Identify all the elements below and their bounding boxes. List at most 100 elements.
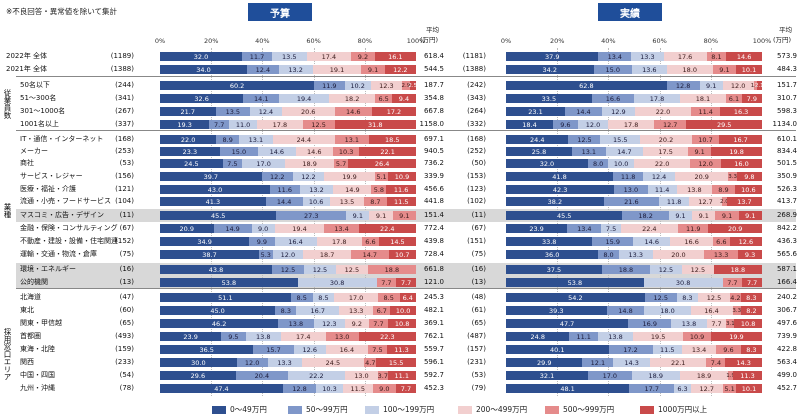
row-avg: 499.0 — [776, 371, 797, 379]
axis-tick-label: 40% — [601, 37, 616, 45]
bar-segment: 20.0 — [652, 250, 705, 259]
bar-segment: 10.7 — [388, 250, 416, 259]
row-n-label: (48) — [471, 293, 486, 301]
axis-tick-label: 20% — [203, 37, 219, 45]
row-avg: 1158.0 — [419, 120, 445, 128]
bar-segment: 7.5 — [222, 159, 242, 168]
bar-segment: 12.4 — [250, 107, 282, 116]
bar-segment: 48.1 — [506, 384, 630, 393]
bar-segment: 9.4 — [391, 94, 416, 103]
stacked-bar: 36.5 15.7 12.6 16.4 7.5 11.3 — [160, 345, 416, 354]
stacked-bar: 37.5 18.8 12.5 12.5 18.8 — [506, 265, 762, 274]
bar-segment: 22.2 — [287, 371, 345, 380]
row-label: 九州・沖縄 — [20, 384, 55, 392]
bar-segment: 9.5 — [221, 332, 246, 341]
row-n-label: (75) — [471, 250, 486, 258]
section-separator — [16, 130, 796, 131]
row-avg: 413.7 — [776, 197, 797, 205]
bar-segment: 14.4 — [265, 197, 303, 206]
bar-segment: 33.5 — [506, 94, 592, 103]
axis-tick-label: 60% — [306, 37, 321, 45]
bar-segment: 13.8 — [671, 319, 707, 328]
row-n-label: (1388) — [462, 65, 486, 73]
bar-segment: 11.1 — [387, 371, 416, 380]
bar-segment: 11.3 — [387, 345, 416, 354]
row-avg: 610.1 — [776, 135, 797, 143]
stacked-bar: 32.1 17.0 18.9 18.9 1.9 11.3 — [506, 371, 762, 380]
bar-segment: 12.0 — [577, 120, 609, 129]
bar-segment: 15.5 — [600, 135, 641, 144]
gridline — [557, 48, 559, 396]
bar-segment: 9.2 — [345, 319, 369, 328]
bar-segment: 14.6 — [633, 237, 671, 246]
stacked-bar: 34.0 12.4 13.2 19.1 9.1 12.2 — [160, 65, 416, 74]
bar-segment: 9.0 — [372, 384, 396, 393]
stacked-bar: 60.2 11.9 10.2 12.3 2.9 2.5 — [160, 81, 418, 90]
bar-segment: 26.4 — [348, 159, 416, 168]
bar-segment: 7.9 — [741, 94, 762, 103]
stacked-bar: 48.1 17.7 6.3 12.7 5.1 10.1 — [506, 384, 762, 393]
row-avg: 697.1 — [423, 135, 444, 143]
bar-segment: 8.1 — [706, 52, 727, 61]
bar-segment: 9.1 — [712, 65, 737, 74]
bar-segment: 32.6 — [160, 94, 244, 103]
legend-label: 0〜49万円 — [230, 405, 267, 414]
row-avg: 452.3 — [423, 384, 444, 392]
bar-segment: 27.3 — [276, 211, 347, 220]
bar-segment: 11.5 — [652, 345, 682, 354]
stacked-bar: 36.0 8.0 13.3 20.0 13.3 9.3 — [506, 250, 762, 259]
axis-tick-label: 100% — [752, 37, 772, 45]
bar-segment: 9.0 — [251, 224, 275, 233]
bar-segment: 9.1 — [668, 211, 693, 220]
row-avg: 834.4 — [776, 147, 797, 155]
legend-item: 500〜999万円 — [545, 404, 614, 415]
bar-segment: 18.9 — [285, 159, 334, 168]
stacked-bar: 23.3 15.0 14.6 14.6 10.3 22.1 — [160, 147, 416, 156]
bar-segment: 15.9 — [592, 237, 634, 246]
row-avg: 245.3 — [423, 293, 444, 301]
bar-segment: 9.1 — [346, 211, 370, 220]
bar-segment: 42.3 — [506, 185, 615, 194]
bar-segment: 8.3 — [275, 306, 297, 315]
axis-tick-label: 40% — [255, 37, 270, 45]
row-n-label: (121) — [115, 185, 134, 193]
bar-segment: 29.9 — [506, 358, 583, 367]
stacked-bar: 47.4 12.8 10.3 11.5 9.0 7.7 — [160, 384, 416, 393]
stacked-bar: 24.5 7.5 17.0 18.9 5.7 26.4 — [160, 159, 416, 168]
bar-segment: 12.8 — [282, 384, 317, 393]
row-n-label: (53) — [471, 371, 486, 379]
bar-segment: 14.4 — [565, 107, 602, 116]
bar-segment: 12.5 — [335, 265, 368, 274]
bar-segment: 16.6 — [591, 94, 635, 103]
bar-segment: 36.0 — [506, 250, 599, 259]
bar-segment: 17.8 — [316, 237, 363, 246]
bar-segment: 22.1 — [649, 358, 707, 367]
bar-segment: 16.4 — [690, 306, 733, 315]
bar-segment: 13.8 — [597, 332, 634, 341]
bar-segment: 51.1 — [160, 293, 291, 302]
bar-segment: 24.5 — [301, 358, 365, 367]
stacked-bar: 45.5 27.3 9.1 9.1 9.1 — [160, 211, 416, 220]
legend-label: 50〜99万円 — [306, 405, 348, 414]
bar-segment: 34.0 — [160, 65, 248, 74]
bar-segment: 7.7 — [396, 278, 416, 287]
row-avg: 456.6 — [423, 185, 444, 193]
row-n-label: (487) — [467, 332, 486, 340]
row-n-label: (159) — [115, 345, 134, 353]
bar-segment: 2.5 — [408, 81, 418, 90]
bar-segment: 12.2 — [292, 172, 325, 181]
row-n-label: (151) — [467, 237, 486, 245]
bar-segment: 6.5 — [375, 94, 392, 103]
row-avg: 501.5 — [776, 159, 797, 167]
legend-item: 200〜499万円 — [458, 404, 527, 415]
bar-segment: 12.3 — [370, 81, 403, 90]
bar-segment: 45.5 — [506, 211, 623, 220]
row-avg: 484.3 — [776, 65, 797, 73]
bar-segment: 10.1 — [736, 384, 762, 393]
row-n-label: (54) — [119, 371, 134, 379]
row-label: 東海・北陸 — [20, 345, 55, 353]
legend-swatch — [212, 405, 226, 414]
group-label: 業種 — [3, 203, 12, 218]
bar-segment: 12.1 — [582, 358, 614, 367]
